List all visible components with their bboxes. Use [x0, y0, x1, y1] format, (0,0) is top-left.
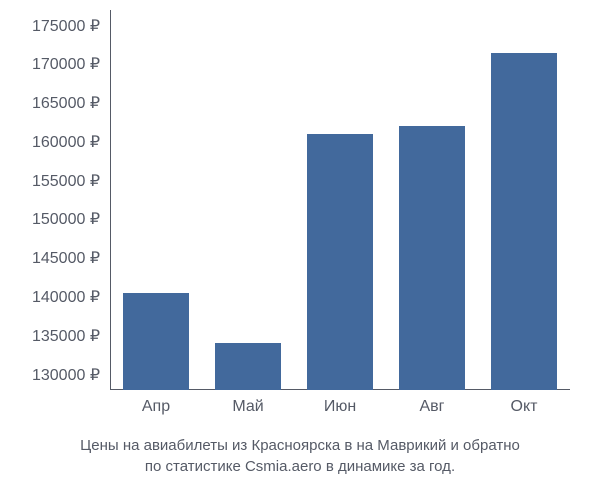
caption-line-2: по статистике Csmia.aero в динамике за г…: [145, 458, 455, 475]
bar: [307, 134, 373, 390]
y-tick-label: 145000 ₽: [0, 248, 100, 268]
x-tick-label: Окт: [511, 398, 538, 416]
bar: [491, 53, 557, 390]
chart-caption: Цены на авиабилеты из Красноярска в на М…: [0, 435, 600, 477]
y-tick-label: 135000 ₽: [0, 326, 100, 346]
bar: [399, 126, 465, 390]
x-tick-label: Апр: [142, 398, 170, 416]
y-tick-label: 150000 ₽: [0, 209, 100, 229]
y-tick-label: 160000 ₽: [0, 132, 100, 152]
x-tick-label: Июн: [324, 398, 356, 416]
y-axis: 130000 ₽ 135000 ₽ 140000 ₽ 145000 ₽ 150000 ₽…: [0, 10, 100, 390]
bars-group: [110, 10, 570, 390]
chart-container: 130000 ₽ 135000 ₽ 140000 ₽ 145000 ₽ 150000 ₽…: [0, 10, 600, 390]
y-tick-label: 175000 ₽: [0, 16, 100, 36]
y-tick-label: 140000 ₽: [0, 287, 100, 307]
bar: [215, 343, 281, 390]
y-tick-label: 155000 ₽: [0, 171, 100, 191]
bar: [123, 293, 189, 390]
y-tick-label: 130000 ₽: [0, 365, 100, 385]
plot-area: 130000 ₽135000 ₽140000 ₽145000 ₽150000 ₽…: [110, 10, 570, 390]
y-tick-label: 165000 ₽: [0, 93, 100, 113]
y-tick-label: 170000 ₽: [0, 54, 100, 74]
x-tick-label: Авг: [419, 398, 444, 416]
x-tick-label: Май: [232, 398, 263, 416]
caption-line-1: Цены на авиабилеты из Красноярска в на М…: [80, 437, 520, 454]
